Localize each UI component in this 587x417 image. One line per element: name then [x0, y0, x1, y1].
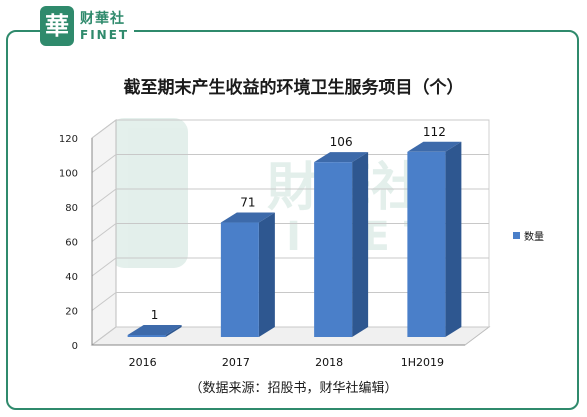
y-tick-label: 80 — [65, 203, 78, 214]
watermark-seal — [110, 118, 188, 268]
data-label: 71 — [240, 196, 255, 210]
bar-front — [127, 335, 166, 337]
x-tick-label: 2016 — [129, 356, 157, 369]
bar-top — [127, 325, 182, 335]
y-tick-label: 40 — [65, 272, 78, 283]
bar-top — [407, 141, 462, 152]
gridline — [91, 119, 489, 139]
bar-front — [220, 222, 259, 337]
y-tick-label: 120 — [59, 134, 78, 145]
watermark: 財華社FINET — [110, 118, 431, 268]
logo-chinese-text: 财華社 — [80, 11, 125, 27]
x-tick-label: 2017 — [222, 356, 250, 369]
bar-front — [314, 162, 353, 337]
logo-english-text: FINET — [80, 28, 130, 42]
finet-logo: 華 财華社 FINET — [40, 6, 134, 46]
y-tick-label: 60 — [65, 238, 78, 249]
bar-side — [165, 325, 182, 337]
chart-title: 截至期末产生收益的环境卫生服务项目（个） — [123, 78, 464, 98]
bar-top — [220, 212, 275, 223]
bar-side — [352, 152, 369, 337]
y-tick-label: 20 — [65, 307, 78, 318]
data-label: 106 — [330, 135, 353, 149]
bar-side — [445, 141, 462, 337]
bar-top — [314, 152, 369, 163]
bar — [220, 212, 275, 337]
bar-side — [258, 212, 275, 337]
bar — [407, 141, 462, 337]
bar — [314, 152, 369, 337]
logo-seal: 華 — [40, 6, 74, 46]
y-tick-label: 0 — [72, 341, 78, 352]
legend-label: 数量 — [524, 230, 544, 243]
bar — [127, 325, 182, 337]
legend-swatch — [513, 232, 520, 239]
y-tick-label: 100 — [59, 169, 78, 180]
x-tick-label: 1H2019 — [401, 356, 444, 369]
data-label: 1 — [151, 308, 159, 322]
source-note: （数据来源：招股书，财华社编辑） — [189, 381, 398, 396]
legend: 数量 — [513, 230, 544, 243]
x-tick-label: 2018 — [315, 356, 343, 369]
bar-front — [407, 151, 446, 337]
data-label: 112 — [423, 125, 446, 139]
